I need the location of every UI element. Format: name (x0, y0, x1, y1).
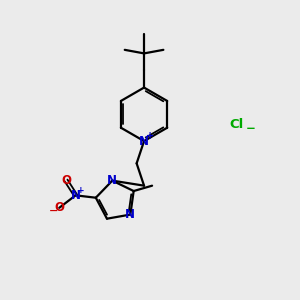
Text: N: N (139, 135, 149, 148)
Text: −: − (245, 122, 255, 135)
Text: +: + (77, 186, 85, 195)
Text: +: + (146, 131, 154, 141)
Text: N: N (70, 189, 81, 202)
Text: O: O (54, 201, 64, 214)
Text: N: N (125, 208, 135, 221)
Text: Cl: Cl (229, 118, 243, 131)
Text: O: O (61, 174, 71, 187)
Text: −: − (49, 206, 58, 216)
Text: N: N (107, 174, 117, 187)
